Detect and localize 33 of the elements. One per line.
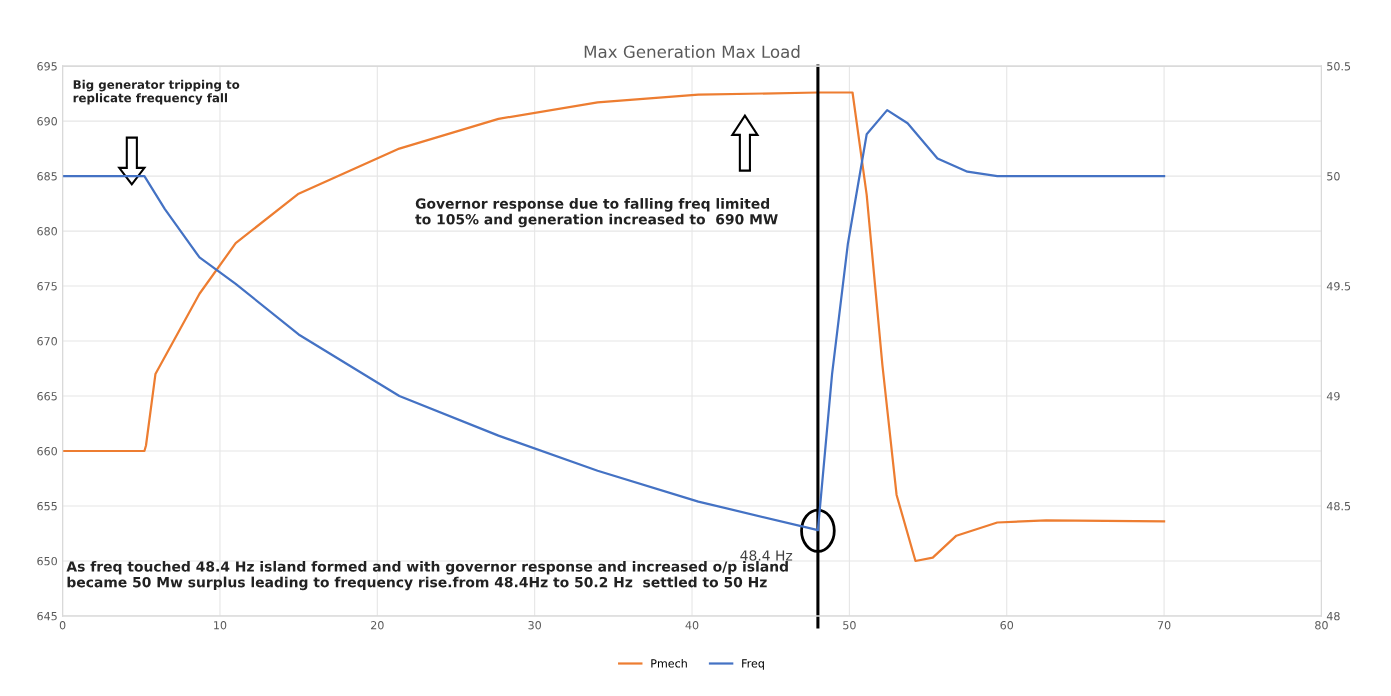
legend-label: Pmech (651, 658, 687, 668)
y2-tick-label: 48.5 (1326, 501, 1351, 511)
y2-tick-label: 48 (1326, 611, 1340, 621)
y2-tick-label: 49 (1326, 392, 1340, 401)
annotation: 48.4 Hz (740, 550, 793, 561)
y2-tick-label: 50.5 (1327, 62, 1351, 71)
chart-title: Max Generation Max Load (584, 45, 800, 59)
legend-label: Freq (742, 659, 764, 670)
y-tick-label: 685 (37, 172, 57, 181)
y-tick-label: 680 (37, 227, 57, 236)
x-tick-label: 10 (214, 621, 227, 630)
annotation: As freq touched 48.4 Hz island formed and with governor response and increased o/p island became 50 Mw surplus leading to frequency rise.from 48.4Hz to 50.2 Hz settled to 50 Hz (66, 560, 788, 591)
y-tick-label: 650 (37, 556, 57, 566)
x-tick-label: 40 (685, 621, 699, 630)
y-tick-label: 670 (37, 337, 57, 346)
y-tick-label: 645 (37, 611, 57, 621)
y-tick-label: 665 (37, 392, 57, 401)
y-tick-label: 660 (37, 446, 57, 456)
x-tick-label: 20 (371, 621, 384, 630)
x-tick-label: 30 (528, 621, 541, 630)
y-tick-label: 695 (37, 62, 57, 71)
y2-tick-label: 50 (1327, 172, 1340, 181)
x-tick-label: 50 (843, 621, 856, 630)
annotation: Governor response due to falling freq limited to 105% and generation increased to 690 MW (415, 198, 778, 228)
y-tick-label: 675 (37, 282, 57, 291)
y-tick-label: 690 (37, 117, 57, 126)
x-tick-label: 80 (1315, 621, 1328, 630)
annotation: Big generator tripping to replicate frequency fall (73, 79, 240, 105)
x-tick-label: 70 (1157, 621, 1171, 630)
y-tick-label: 655 (37, 501, 57, 511)
x-tick-label: 0 (59, 621, 66, 630)
y2-tick-label: 49.5 (1326, 282, 1351, 291)
x-tick-label: 60 (1000, 621, 1014, 630)
